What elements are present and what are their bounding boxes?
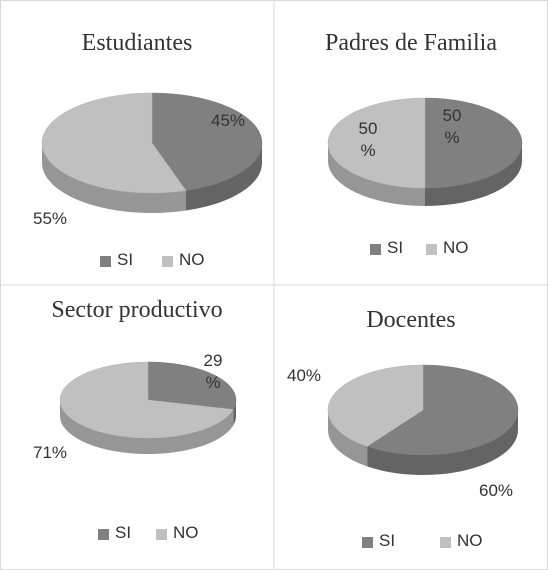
slice-side [185,143,262,211]
data-label: 50 % [442,106,462,147]
legend-label: NO [173,523,199,542]
pie-slice [327,97,426,206]
pie-slice [424,97,523,206]
legend-swatch [156,529,167,540]
data-label: 29 % [203,351,223,392]
chart-title: Padres de Familia [325,30,497,56]
slice-top [366,364,519,456]
pie-slice [147,361,237,426]
legend-swatch [370,244,381,255]
chart-title: Estudiantes [81,30,193,56]
slice-side [425,143,522,206]
data-label: 45% [210,111,246,130]
slice-top [424,97,523,189]
slice-top [327,97,426,189]
legend-label: SI [117,250,134,269]
legend-label: SI [115,523,132,542]
data-label: 40% [286,366,322,385]
slice-side [233,400,236,426]
legend-swatch [100,256,111,267]
data-label: 50 % [358,119,378,160]
pie-slice [327,364,424,467]
slice-top [151,92,263,191]
legend-label: SI [387,238,404,257]
legend-swatch [98,529,109,540]
slice-top [59,361,234,439]
legend-swatch [162,256,173,267]
legend-label: NO [443,238,469,257]
slice-side [367,410,518,475]
data-label: 60% [478,481,514,500]
pie-slice [59,361,234,455]
slice-side [60,400,234,455]
slice-side [42,143,186,213]
slice-side [328,410,368,467]
chart-title: Docentes [366,307,456,333]
data-label: 71% [32,443,68,462]
slice-top [327,364,424,447]
legend-swatch [426,244,437,255]
slice-top [147,361,237,410]
pie-slice [151,92,263,211]
pie-slice [366,364,519,475]
slice-top [41,92,187,194]
pie-slice [41,92,187,213]
legend-swatch [362,537,373,548]
chart-title: Sector productivo [51,297,223,323]
data-label: 55% [32,209,68,228]
legend-label: NO [179,250,205,269]
legend-label: NO [457,531,483,550]
legend-swatch [440,537,451,548]
legend-label: SI [379,531,396,550]
slice-side [328,143,425,206]
